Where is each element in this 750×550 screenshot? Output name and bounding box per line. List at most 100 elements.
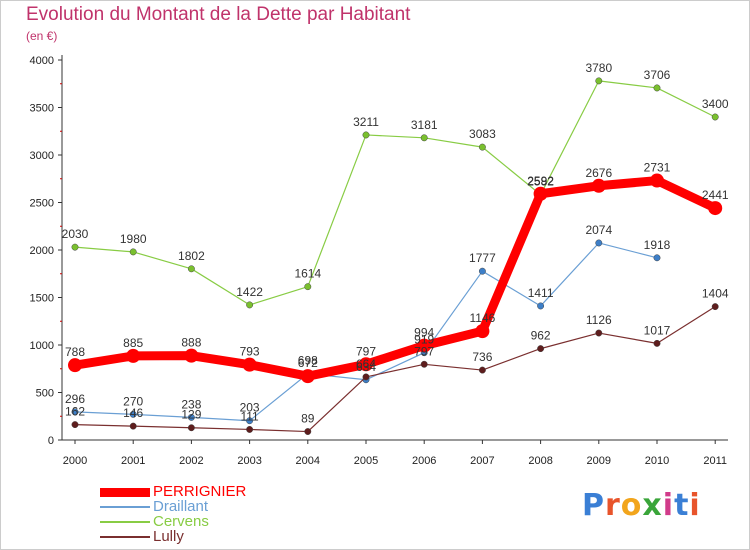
data-label-lully: 736 [472,350,492,364]
data-label-draillant: 2074 [585,223,612,237]
x-tick: 2007 [470,440,495,467]
chart-title: Evolution du Montant de la Dette par Hab… [26,4,411,25]
y-tick-label: 4000 [30,55,54,67]
point-cervens [71,243,79,251]
x-tick-label: 2010 [645,455,669,467]
y-tick-label: 1000 [30,340,54,352]
point-lully [362,373,370,381]
point-draillant [71,408,79,416]
point-perrignier [533,186,548,201]
data-label-cervens: 1802 [178,249,205,263]
point-lully [653,339,661,347]
data-label-lully: 962 [531,329,551,343]
data-label-draillant: 270 [123,394,143,408]
series-line-lully [74,306,716,433]
proxiti-logo: Proxiti [582,488,701,523]
legend-label-perrignier: PERRIGNIER [153,483,247,500]
data-label-perrignier: 888 [181,336,201,350]
legend-label-lully: Lully [153,528,184,545]
data-label-perrignier: 994 [414,326,434,340]
data-label-cervens: 1422 [236,285,263,299]
data-label-cervens: 3083 [469,127,496,141]
point-cervens [362,131,370,139]
data-label-draillant: 1411 [528,286,554,300]
series-line-cervens [74,80,716,306]
y-tick: 2500 [30,198,62,210]
point-perrignier [359,357,373,372]
point-perrignier [475,324,490,339]
point-draillant [187,413,195,421]
x-tick: 2001 [121,440,145,467]
y-tick: 1500 [30,293,62,305]
point-lully [711,303,719,311]
x-tick: 2008 [528,440,553,467]
point-draillant [653,254,661,262]
point-perrignier [242,357,257,372]
y-tick-label: 500 [36,388,54,400]
data-label-lully: 1126 [586,313,612,327]
axes: 0 500 1000 1500 2000 2500 3000 3500 4000 2000 2001… [30,55,728,467]
point-cervens [187,265,195,273]
series-draillant [71,239,661,425]
x-tick-label: 2007 [470,455,494,467]
data-label-lully: 89 [301,412,315,426]
data-label-perrignier: 788 [65,345,85,359]
point-draillant [595,239,603,247]
point-cervens [420,134,428,142]
data-labels: 2030 1980 1802 1422 1614 3211 3181 3083 2582 3780… [62,61,729,426]
point-draillant [478,267,486,275]
data-label-cervens: 3181 [411,118,438,132]
point-lully [304,428,312,435]
series-line-draillant [74,242,658,422]
y-tick: 500 [36,388,62,400]
point-lully [246,426,254,433]
data-label-cervens: 3706 [644,68,671,82]
point-cervens [595,77,603,85]
data-label-cervens: 3211 [353,115,379,129]
point-cervens [129,248,137,256]
data-label-draillant: 1918 [644,238,671,252]
data-label-lully: 1404 [702,287,729,301]
x-tick: 2002 [179,440,204,467]
point-lully [595,329,603,337]
data-label-lully: 162 [65,405,85,419]
point-cervens [304,283,312,291]
data-label-cervens: 2030 [62,227,89,241]
x-tick: 2011 [703,440,727,467]
point-lully [478,366,486,374]
x-tick-label: 2008 [528,455,552,467]
point-draillant [537,302,545,310]
x-tick: 2010 [645,440,669,467]
x-tick: 2009 [587,440,611,467]
legend-label-cervens: Cervens [153,513,209,530]
point-lully [71,421,79,429]
y-tick: 3500 [30,103,62,115]
x-tick: 2006 [412,440,436,467]
data-label-cervens: 1614 [294,267,321,281]
x-tick: 2005 [354,440,378,467]
legend-swatch-cervens [100,521,150,523]
x-tick: 2000 [63,440,87,467]
y-tick: 2000 [30,245,62,257]
x-tick-label: 2011 [703,455,727,467]
series-lines [68,77,723,435]
point-lully [420,360,428,368]
point-perrignier [68,358,82,373]
y-tick-label: 0 [48,435,54,447]
data-label-cervens: 1980 [120,232,147,246]
x-tick-label: 2000 [63,455,87,467]
data-label-perrignier: 2592 [527,174,554,188]
legend-swatch-draillant [100,506,150,508]
data-label-perrignier: 2441 [702,188,729,202]
y-tick: 0 [48,435,62,447]
point-cervens [478,143,486,151]
data-label-perrignier: 2731 [644,161,671,175]
data-label-perrignier: 2676 [585,166,612,180]
data-label-lully: 797 [414,344,434,358]
point-lully [537,345,545,353]
data-label-draillant: 1777 [469,251,496,265]
point-draillant [129,410,137,418]
y-tick: 3000 [30,150,62,162]
point-cervens [711,113,719,121]
data-label-perrignier: 1146 [469,311,495,325]
